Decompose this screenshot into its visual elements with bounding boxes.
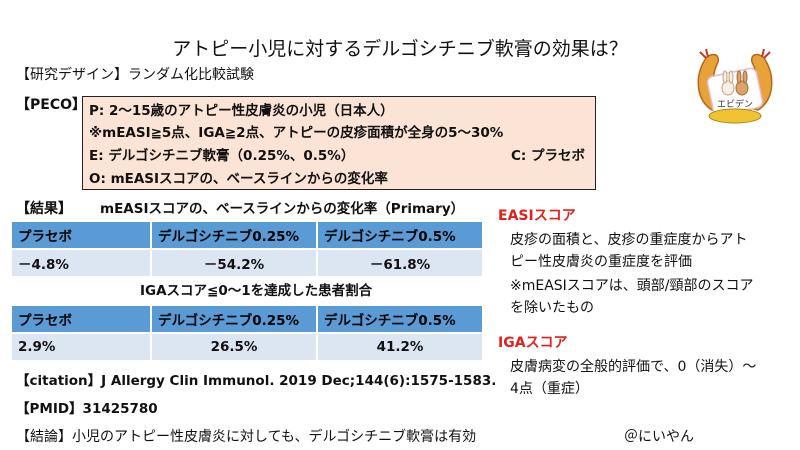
study-design: 【研究デザイン】ランダム化比較試験 xyxy=(16,67,254,83)
table2-title: IGAスコア≦0～1を達成した患者割合 xyxy=(140,283,373,299)
table-row: －4.8% －54.2% －61.8% xyxy=(12,249,482,276)
iga-desc-line-2: 4点（重症） xyxy=(510,381,589,397)
easi-desc-line-2: ピー性皮膚炎の重症度を評価 xyxy=(510,254,692,270)
peco-o: O: mEASIスコアの、ベースラインからの変化率 xyxy=(89,171,388,187)
easi-heading: EASIスコア xyxy=(498,208,576,224)
table-cell: 41.2% xyxy=(316,333,482,360)
ebiden-logo: エビデン xyxy=(690,48,780,126)
measi-note: ※mEASIスコアは、頭部/頸部のスコア を除いたもの xyxy=(510,275,754,319)
easi-description: 皮疹の面積と、皮疹の重症度からアト ピー性皮膚炎の重症度を評価 xyxy=(510,229,747,273)
iga-description: 皮膚病変の全般的評価で、0（消失）～ 4点（重症） xyxy=(510,356,756,400)
pmid: 【PMID】31425780 xyxy=(16,401,158,417)
peco-box: P: 2～15歳のアトピー性皮膚炎の小児（日本人） ※mEASI≧5点、IGA≧… xyxy=(82,96,596,190)
table-header-cell: プラセボ xyxy=(12,306,151,334)
table-header-row: プラセボ デルゴシチニブ0.25% デルゴシチニブ0.5% xyxy=(12,222,482,250)
page-title: アトピー小児に対するデルゴシチニブ軟膏の効果は？ xyxy=(172,38,628,60)
table-header-cell: プラセボ xyxy=(12,222,151,250)
peco-label: 【PECO】 xyxy=(16,97,86,113)
table-row: 2.9% 26.5% 41.2% xyxy=(12,333,482,360)
table-cell: －4.8% xyxy=(12,249,151,276)
measi-note-line-2: を除いたもの xyxy=(510,300,594,316)
table-cell: 2.9% xyxy=(12,333,151,360)
table-header-row: プラセボ デルゴシチニブ0.25% デルゴシチニブ0.5% xyxy=(12,306,482,334)
peco-note: ※mEASI≧5点、IGA≧2点、アトピーの皮疹面積が全身の5～30% xyxy=(89,125,504,141)
iga-desc-line-1: 皮膚病変の全般的評価で、0（消失）～ xyxy=(510,359,757,375)
table-header-cell: デルゴシチニブ0.25% xyxy=(150,306,317,334)
author-handle: ＠にいやん xyxy=(624,429,694,445)
peco-e: E: デルゴシチニブ軟膏（0.25%、0.5%） xyxy=(89,148,355,164)
results-table-iga: プラセボ デルゴシチニブ0.25% デルゴシチニブ0.5% 2.9% 26.5%… xyxy=(12,306,482,360)
table1-title: mEASIスコアの、ベースラインからの変化率（Primary） xyxy=(100,201,465,217)
results-table-measi: プラセボ デルゴシチニブ0.25% デルゴシチニブ0.5% －4.8% －54.… xyxy=(12,222,482,276)
conclusion: 【結論】小児のアトピー性皮膚炎に対しても、デルゴシチニブ軟膏は有効 xyxy=(16,429,477,445)
table-cell: 26.5% xyxy=(150,333,317,360)
measi-note-line-1: ※mEASIスコアは、頭部/頸部のスコア xyxy=(510,278,754,294)
peco-p: P: 2～15歳のアトピー性皮膚炎の小児（日本人） xyxy=(89,103,394,119)
table-header-cell: デルゴシチニブ0.25% xyxy=(150,222,317,250)
easi-desc-line-1: 皮疹の面積と、皮疹の重症度からアト xyxy=(510,232,748,248)
table-header-cell: デルゴシチニブ0.5% xyxy=(316,222,482,250)
results-label: 【結果】 xyxy=(16,201,72,217)
table-cell: －61.8% xyxy=(316,249,482,276)
table-cell: －54.2% xyxy=(150,249,317,276)
shrimp-rabbit-icon: エビデン xyxy=(697,48,773,124)
table-header-cell: デルゴシチニブ0.5% xyxy=(316,306,482,334)
logo-text: エビデン xyxy=(717,98,753,110)
peco-c: C: プラセボ xyxy=(511,148,586,164)
citation: 【citation】J Allergy Clin Immunol. 2019 D… xyxy=(16,373,497,389)
iga-heading: IGAスコア xyxy=(498,335,568,351)
